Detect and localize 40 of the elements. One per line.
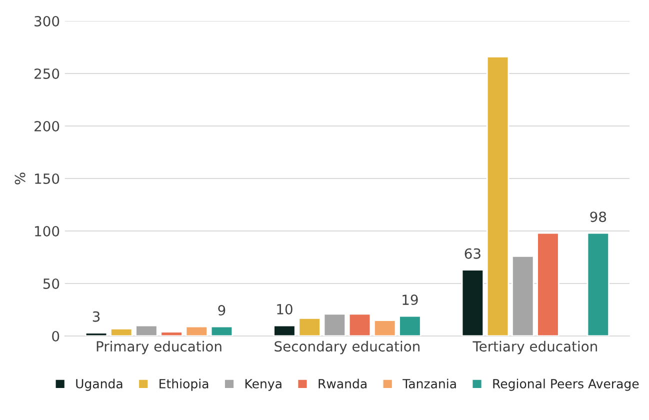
bar bbox=[110, 328, 133, 336]
bar bbox=[273, 324, 296, 336]
bar bbox=[185, 326, 208, 336]
data-label: 19 bbox=[402, 294, 418, 306]
bar bbox=[586, 232, 610, 336]
bar bbox=[348, 313, 372, 336]
y-axis-title: % bbox=[14, 172, 26, 184]
legend-label: Uganda bbox=[76, 378, 122, 391]
legend-label: Rwanda bbox=[318, 378, 366, 388]
bar bbox=[160, 331, 183, 336]
x-tick-label: Secondary education bbox=[274, 340, 420, 354]
bar bbox=[323, 313, 346, 336]
legend-label: Kenya bbox=[245, 379, 282, 391]
legend-label: Tanzania bbox=[402, 378, 456, 388]
bar bbox=[461, 269, 484, 336]
x-tick-label: Tertiary education bbox=[472, 340, 597, 354]
x-tick-label: Primary education bbox=[96, 340, 222, 354]
y-tick-label: 100 bbox=[35, 226, 60, 236]
legend-label: Ethiopia bbox=[160, 378, 208, 391]
bar bbox=[398, 315, 422, 336]
bar bbox=[373, 320, 396, 336]
data-label: 3 bbox=[92, 311, 100, 322]
bar bbox=[84, 332, 108, 336]
y-tick-label: 0 bbox=[52, 330, 60, 342]
y-tick-label: 300 bbox=[34, 16, 60, 26]
data-label: 9 bbox=[218, 305, 226, 316]
y-tick-label: 250 bbox=[34, 68, 60, 79]
bar bbox=[512, 256, 534, 336]
y-tick-label: 150 bbox=[35, 173, 60, 184]
data-label: 63 bbox=[464, 248, 480, 259]
bar bbox=[486, 56, 510, 336]
data-label: 98 bbox=[590, 212, 606, 222]
bar bbox=[210, 326, 234, 336]
y-tick-label: 50 bbox=[43, 278, 60, 289]
bar bbox=[536, 232, 560, 336]
data-label: 10 bbox=[277, 304, 292, 314]
legend-label: Regional Peers Average bbox=[493, 378, 639, 391]
bar bbox=[135, 324, 158, 336]
bar bbox=[298, 317, 321, 336]
y-tick-label: 200 bbox=[34, 120, 60, 132]
